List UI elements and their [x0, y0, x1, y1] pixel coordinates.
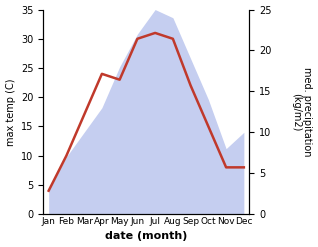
Y-axis label: max temp (C): max temp (C): [5, 78, 16, 145]
Y-axis label: med. precipitation
(kg/m2): med. precipitation (kg/m2): [291, 67, 313, 157]
X-axis label: date (month): date (month): [105, 231, 187, 242]
